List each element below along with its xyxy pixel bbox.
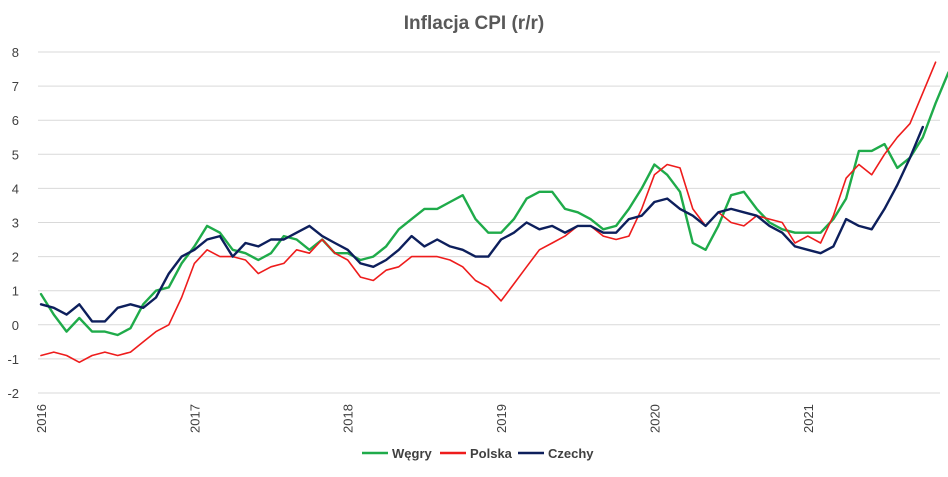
gridlines <box>38 51 940 394</box>
x-tick-label: 2017 <box>187 404 202 433</box>
x-tick-label: 2020 <box>647 404 662 433</box>
y-tick-label: 0 <box>12 318 19 333</box>
series-line <box>40 61 937 364</box>
series-line <box>39 125 924 323</box>
series-line <box>39 71 948 337</box>
legend-label: Polska <box>470 446 513 461</box>
x-tick-label: 2018 <box>341 404 356 433</box>
y-tick-label: 3 <box>12 216 19 231</box>
y-tick-label: 1 <box>12 284 19 299</box>
legend-label: Węgry <box>392 446 433 461</box>
x-tick-label: 2021 <box>801 404 816 433</box>
y-tick-label: 2 <box>12 250 19 265</box>
y-tick-label: 5 <box>12 147 19 162</box>
x-axis-ticks: 2016 2017 2018 2019 2020 2021 <box>34 404 816 433</box>
y-tick-label: 4 <box>12 181 19 196</box>
y-tick-label: 8 <box>12 45 19 60</box>
chart-title: Inflacja CPI (r/r) <box>404 13 544 34</box>
y-axis-ticks: 8 7 6 5 4 3 2 1 0 -1 -2 <box>7 45 19 401</box>
x-tick-label: 2016 <box>34 404 49 433</box>
y-tick-label: 7 <box>12 79 19 94</box>
series-lines <box>39 61 948 364</box>
y-tick-label: 6 <box>12 113 19 128</box>
y-tick-label: -1 <box>7 352 19 367</box>
x-tick-label: 2019 <box>494 404 509 433</box>
legend: Węgry Polska Czechy <box>362 446 594 461</box>
legend-label: Czechy <box>548 446 594 461</box>
y-tick-label: -2 <box>7 386 19 401</box>
